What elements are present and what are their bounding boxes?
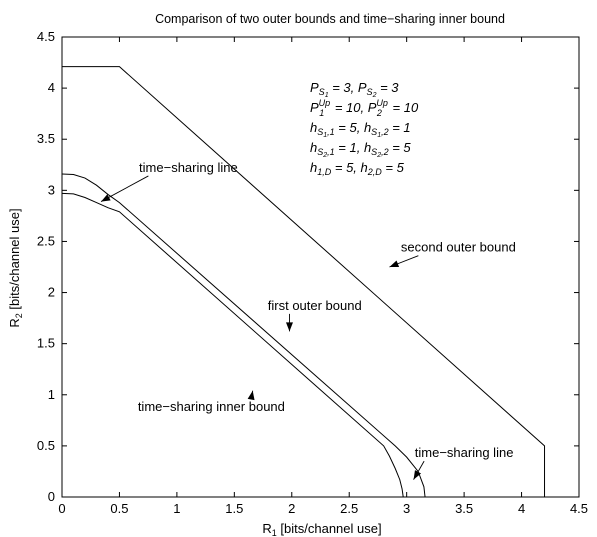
annotation-arrowhead [389,260,400,267]
annotation-label: time−sharing line [139,160,238,175]
annotation-label: time−sharing line [415,445,514,460]
param-line-2: PUp 1 = 10, PUp 2 = 10 [310,98,419,118]
param-line-3: hS1,1 = 5, hS1,2 = 1 [310,120,411,139]
y-tick-label: 2.5 [37,233,55,248]
series-line-second-outer [62,66,546,497]
x-tick-label: 4.5 [570,501,588,516]
y-axis-label: R2 [bits/channel use] [7,208,24,327]
annotation-second-outer-bound: second outer bound [389,240,516,268]
x-tick-label: 1 [173,501,180,516]
param-line-4: hS2,1 = 1, hS2,2 = 5 [310,140,411,159]
x-tick-label: 3.5 [455,501,473,516]
annotation-label: second outer bound [401,240,516,255]
annotation-arrowhead [413,470,422,480]
y-tick-label: 4.5 [37,29,55,44]
x-tick-label: 3 [403,501,410,516]
annotation-time-sharing-line-top: time−sharing line [100,160,238,202]
param-line-1: PS1 = 3, PS2 = 3 [310,80,399,99]
y-tick-label: 2 [48,285,55,300]
axis-tick-labels: 0 0.5 1 1.5 2 2.5 3 3.5 4 4.5 0 0.5 1 1.5 2 2.5 3 3.5 4 4.5 [37,29,588,516]
x-tick-label: 4 [518,501,525,516]
y-tick-label: 3 [48,182,55,197]
annotation-time-sharing-inner-bound: time−sharing inner bound [138,390,285,414]
annotation-label: first outer bound [268,298,362,313]
param-line-5: h1,D = 5, h2,D = 5 [310,160,405,177]
y-tick-label: 0 [48,489,55,504]
y-tick-label: 3.5 [37,131,55,146]
series-curves [61,66,546,498]
y-tick-label: 1.5 [37,336,55,351]
x-tick-label: 2.5 [340,501,358,516]
y-tick-label: 1 [48,387,55,402]
annotation-first-outer-bound: first outer bound [268,298,362,332]
series-line-first-outer [61,173,426,498]
annotation-time-sharing-line-bottom: time−sharing line [413,445,514,480]
x-tick-label: 0 [58,501,65,516]
chart-title: Comparison of two outer bounds and time−… [155,12,505,26]
plot-frame [61,36,580,498]
y-tick-label: 0.5 [37,438,55,453]
x-tick-label: 0.5 [110,501,128,516]
x-tick-label: 1.5 [225,501,243,516]
parameter-annotation: PS1 = 3, PS2 = 3 PUp 1 = 10, PUp 2 = 10 hS… [310,80,419,177]
x-axis-label: R1 [bits/channel use] [262,521,381,537]
annotation-arrowhead [101,194,111,202]
annotations: second outer bound first outer bound time−… [100,160,516,480]
annotation-label: time−sharing inner bound [138,399,285,414]
annotation-arrowhead [285,322,293,332]
series-line-inner-bound [61,192,404,498]
x-tick-label: 2 [288,501,295,516]
axis-ticks [61,36,580,498]
annotation-arrowhead [247,390,255,401]
y-tick-label: 4 [48,80,55,95]
